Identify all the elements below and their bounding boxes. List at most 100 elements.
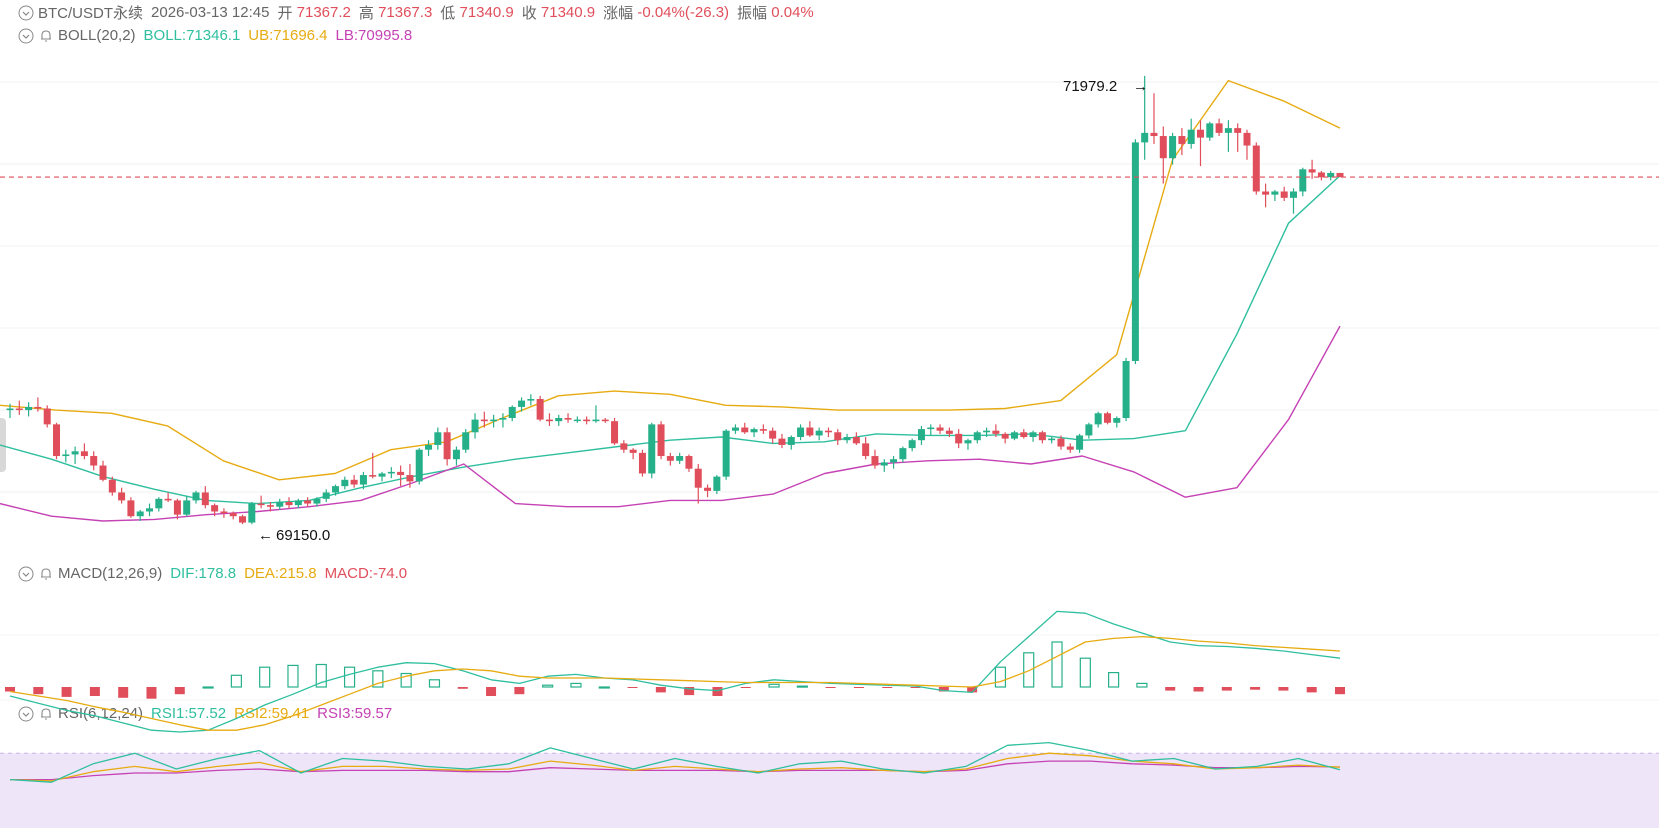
- candle-body: [406, 475, 414, 482]
- candle-body: [146, 508, 154, 512]
- candle-body: [1076, 435, 1084, 450]
- boll-upper-line: [0, 79, 1341, 481]
- candle-body: [592, 419, 600, 422]
- macd-histogram-bar: [1306, 687, 1317, 693]
- macd-histogram-bar: [1136, 682, 1148, 688]
- candle-body: [583, 419, 591, 422]
- candle-body: [1280, 191, 1288, 198]
- candle-body: [1317, 172, 1325, 178]
- candle-body: [1215, 123, 1223, 133]
- candle-body: [192, 492, 200, 501]
- candle-body: [285, 501, 293, 506]
- candle-body: [629, 449, 637, 453]
- candle-body: [62, 454, 70, 457]
- panel-collapse-handle[interactable]: [0, 418, 6, 472]
- candle-body: [99, 465, 107, 480]
- candle-body: [183, 500, 191, 515]
- candle-body: [611, 421, 619, 444]
- macd-histogram-bar: [230, 674, 242, 688]
- candle-body: [648, 424, 656, 474]
- candle-body: [415, 449, 423, 482]
- candle-datetime: 2026-03-13 12:45: [151, 4, 270, 21]
- candle-body: [871, 456, 879, 466]
- macd-histogram-bar: [1278, 687, 1289, 691]
- candle-body: [601, 419, 609, 422]
- chevron-down-icon[interactable]: [18, 28, 34, 44]
- candle-body: [136, 511, 144, 517]
- candle-body: [573, 419, 581, 422]
- candle-body: [638, 452, 646, 474]
- candle-body: [90, 456, 98, 466]
- rsi2-value: RSI2:59.41: [234, 705, 310, 722]
- amp-value: 0.04%: [771, 4, 814, 21]
- candle-body: [657, 424, 665, 457]
- candle-body: [434, 432, 442, 445]
- macd-histogram-bar: [5, 687, 15, 692]
- candle-body: [880, 462, 888, 466]
- candle-body: [815, 430, 823, 436]
- candle-body: [332, 486, 340, 493]
- candle-body: [992, 430, 1000, 434]
- macd-histogram-bar: [1165, 687, 1176, 691]
- amp-label: 振幅: [737, 5, 768, 22]
- candle-body: [917, 429, 925, 441]
- candle-body: [1066, 446, 1074, 450]
- candle-body: [53, 424, 61, 457]
- symbol-name[interactable]: BTC/USDT永续: [38, 5, 144, 22]
- candle-body: [1289, 191, 1297, 198]
- macd-histogram-bar: [825, 687, 836, 688]
- candle-body: [127, 500, 135, 517]
- candle-body: [555, 418, 563, 422]
- candle-body: [676, 456, 684, 461]
- candle-body: [1094, 413, 1102, 425]
- macd-histogram-bar: [61, 687, 72, 697]
- change-value: -0.04%(-26.3): [637, 4, 730, 21]
- macd-histogram-bar: [89, 687, 100, 696]
- candle-body: [1010, 432, 1018, 439]
- candle-body: [1327, 172, 1335, 178]
- candle-body: [1252, 145, 1260, 192]
- macd-dif-value: DIF:178.8: [170, 565, 237, 582]
- candle-body: [15, 408, 23, 411]
- candle-body: [620, 443, 628, 450]
- boll-lb-value: LB:70995.8: [335, 27, 413, 44]
- candle-body: [1206, 123, 1214, 138]
- low-value: 71340.9: [459, 4, 514, 21]
- candle-body: [685, 456, 693, 469]
- bell-icon[interactable]: [38, 28, 54, 44]
- macd-histogram-bar: [768, 683, 780, 688]
- candle-body: [1057, 438, 1065, 447]
- candle-body: [778, 438, 786, 445]
- candle-body: [248, 503, 256, 523]
- open-value: 71367.2: [296, 4, 351, 21]
- candle-body: [955, 433, 963, 444]
- macd-histogram-bar: [1023, 652, 1035, 688]
- rsi-name: RSI(6,12,24): [58, 705, 144, 722]
- bell-icon[interactable]: [38, 566, 54, 582]
- macd-histogram-bar: [118, 687, 129, 698]
- macd-histogram-bar: [315, 663, 327, 688]
- candle-body: [155, 498, 163, 509]
- candle-body: [34, 406, 42, 409]
- low-annotation: 69150.0: [276, 527, 330, 544]
- macd-histogram-bar: [457, 687, 468, 689]
- candle-body: [824, 430, 832, 433]
- candle-body: [1131, 142, 1139, 361]
- chevron-down-icon[interactable]: [18, 706, 34, 722]
- chevron-down-icon[interactable]: [18, 566, 34, 582]
- candle-body: [1038, 432, 1046, 441]
- macd-histogram-bar: [486, 687, 497, 696]
- rsi1-line: [9, 741, 1341, 783]
- candle-body: [545, 419, 553, 422]
- candle-body: [536, 399, 544, 420]
- candle-body: [666, 456, 674, 461]
- candle-body: [425, 444, 433, 450]
- macd-histogram-bar: [994, 666, 1007, 688]
- bell-icon[interactable]: [38, 706, 54, 722]
- macd-name: MACD(12,26,9): [58, 565, 163, 582]
- candle-body: [1224, 128, 1232, 133]
- candle-body: [1178, 136, 1186, 144]
- chevron-down-icon[interactable]: [18, 5, 34, 21]
- macd-legend: MACD(12,26,9) DIF:178.8 DEA:215.8 MACD:-…: [18, 565, 415, 582]
